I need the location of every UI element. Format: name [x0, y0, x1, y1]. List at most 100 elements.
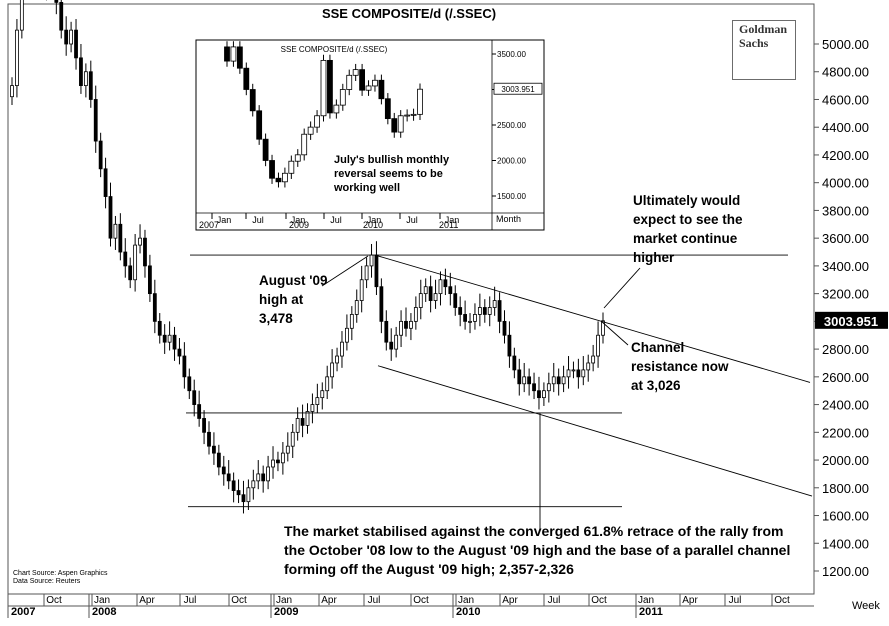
- weekly-candle: [551, 376, 556, 385]
- weekly-candle: [54, 0, 59, 3]
- weekly-candle: [128, 265, 133, 281]
- y-tick-label: 2600.00: [822, 370, 869, 385]
- weekly-candle: [448, 286, 453, 295]
- weekly-candle: [389, 341, 394, 350]
- weekly-candle: [93, 99, 98, 142]
- weekly-candle: [561, 376, 566, 385]
- weekly-candle: [300, 418, 305, 426]
- inset-x-year-label: 2010: [363, 220, 383, 230]
- goldman-sachs-logo: Goldman Sachs: [732, 20, 796, 80]
- weekly-candle: [344, 327, 349, 343]
- chart-title: SSE COMPOSITE/d (/.SSEC): [321, 6, 497, 21]
- weekly-candle: [295, 418, 300, 433]
- y-tick-label: 3800.00: [822, 203, 869, 218]
- weekly-candle: [374, 254, 379, 288]
- weekly-candle: [266, 466, 271, 482]
- weekly-candle: [369, 254, 374, 267]
- x-year-label: 2008: [92, 606, 116, 618]
- weekly-candle: [167, 334, 172, 343]
- weekly-candle: [482, 307, 487, 315]
- monthly-candle: [384, 98, 391, 120]
- last-price-box: [815, 311, 888, 329]
- weekly-candle: [143, 237, 147, 267]
- y-tick-label: 2000.00: [822, 453, 869, 468]
- x-period-label: Week: [852, 600, 880, 612]
- monthly-candle: [230, 46, 237, 62]
- weekly-candle: [502, 320, 507, 336]
- weekly-candle: [79, 57, 83, 87]
- x-month-label: Jul: [729, 595, 742, 606]
- weekly-candle: [409, 320, 413, 329]
- weekly-candle: [576, 369, 581, 378]
- weekly-candle: [226, 473, 231, 482]
- monthly-candle: [359, 69, 366, 91]
- y-tick-label: 2800.00: [822, 342, 869, 357]
- inset-x-month-label: Jan: [291, 215, 306, 225]
- inset-x-period-label: Month: [496, 214, 521, 224]
- x-month-label: Jan: [94, 595, 110, 606]
- x-month-label: Apr: [139, 595, 155, 606]
- inset-x-month-label: Jan: [217, 215, 232, 225]
- weekly-candle: [280, 452, 285, 464]
- weekly-candle: [512, 355, 517, 371]
- y-tick-label: 4600.00: [822, 92, 869, 107]
- weekly-candle: [522, 376, 527, 385]
- weekly-candle: [542, 390, 546, 399]
- x-month-label: Oct: [413, 595, 429, 606]
- weekly-candle: [69, 29, 73, 45]
- monthly-candle: [281, 172, 288, 183]
- inset-frame: [195, 39, 545, 231]
- weekly-candle: [601, 320, 605, 336]
- data-source: Data Source: Reuters: [13, 578, 81, 585]
- monthly-candle: [327, 59, 333, 114]
- monthly-candle: [378, 79, 385, 100]
- weekly-candle: [133, 244, 138, 281]
- weekly-candle: [241, 494, 246, 503]
- x-month-label: Jan: [638, 595, 654, 606]
- weekly-candle: [197, 404, 202, 419]
- weekly-candle: [340, 341, 344, 357]
- inset-x-month-label: Jul: [252, 215, 264, 225]
- weekly-candle: [473, 314, 477, 322]
- weekly-candle: [216, 452, 221, 468]
- weekly-candle: [418, 293, 423, 308]
- x-month-label: Apr: [682, 595, 698, 606]
- weekly-candle: [359, 279, 364, 301]
- weekly-candle: [404, 320, 408, 329]
- monthly-candle: [372, 79, 378, 87]
- leader-channel-resistance: [600, 320, 629, 346]
- weekly-candle: [492, 300, 497, 308]
- monthly-candle: [391, 118, 398, 133]
- monthly-candle: [256, 110, 263, 140]
- weekly-candle: [384, 320, 389, 343]
- monthly-candle: [417, 88, 423, 115]
- y-tick-label: 4400.00: [822, 120, 869, 135]
- weekly-candle: [330, 362, 335, 378]
- weekly-candle: [428, 286, 433, 301]
- weekly-candle: [571, 369, 576, 372]
- weekly-candle: [98, 140, 103, 170]
- weekly-candle: [231, 480, 236, 491]
- y-tick-label: 3600.00: [822, 231, 869, 246]
- weekly-candle: [394, 334, 399, 350]
- weekly-candle: [285, 445, 290, 454]
- y-tick-label: 3400.00: [822, 259, 869, 274]
- weekly-candle: [138, 237, 142, 246]
- weekly-candle: [566, 369, 571, 378]
- weekly-candle: [497, 300, 502, 322]
- weekly-candle: [290, 431, 295, 447]
- monthly-candle: [269, 160, 275, 179]
- line-channel-resistance: [374, 254, 811, 383]
- inset-y-tick-label: 2000.00: [497, 157, 526, 166]
- weekly-candle: [413, 307, 418, 322]
- y-tick-label: 3200.00: [822, 287, 869, 302]
- weekly-candle: [364, 265, 369, 281]
- inset-x-month-label: Jul: [330, 215, 342, 225]
- weekly-candle: [591, 355, 596, 364]
- x-year-label: 2009: [274, 606, 298, 618]
- inset-x-year-label: 2009: [289, 220, 309, 230]
- weekly-candle: [335, 355, 339, 364]
- inset-last-price-box: [493, 82, 543, 95]
- weekly-candle: [246, 487, 251, 503]
